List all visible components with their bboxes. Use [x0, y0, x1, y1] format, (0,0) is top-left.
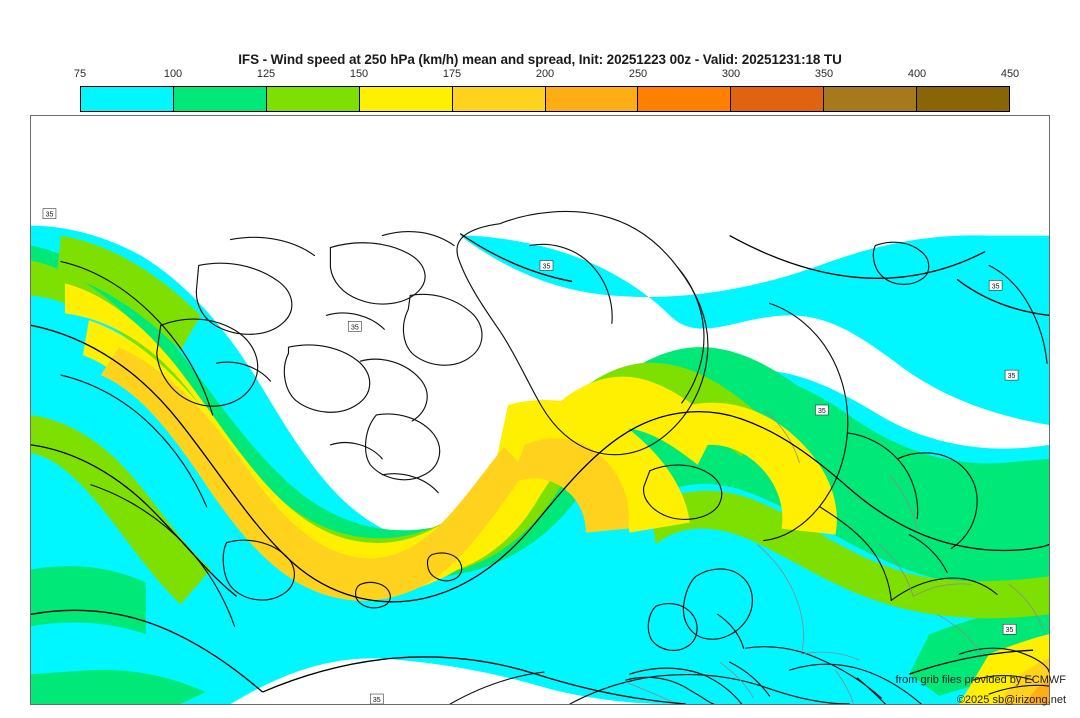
wind-speed-field: 35 35 35 35: [31, 116, 1049, 704]
colorbar-swatch-75-100: [81, 87, 174, 111]
attribution-source: from grib files provided by ECMWF: [895, 674, 1066, 686]
svg-text:35: 35: [1006, 627, 1014, 634]
colorbar-swatch-350-400: [824, 87, 918, 111]
colorbar-swatch-175-200: [452, 87, 546, 111]
national-borders: [625, 410, 1044, 704]
colorbar-tick-400: 400: [907, 68, 927, 80]
page-title: IFS - Wind speed at 250 hPa (km/h) mean …: [238, 52, 842, 67]
svg-text:35: 35: [373, 697, 381, 704]
colorbar-tick-200: 200: [535, 68, 555, 80]
colorbar-tick-labels: 75 100 125 150 175 200 250 300 350 400 450: [74, 68, 1019, 84]
colorbar-tick-250: 250: [628, 68, 648, 80]
svg-text:35: 35: [543, 263, 551, 270]
svg-text:35: 35: [992, 283, 1000, 290]
colorbar-tick-300: 300: [721, 68, 741, 80]
svg-text:35: 35: [818, 408, 826, 415]
colorbar-swatch-125-150: [266, 87, 360, 111]
colorbar: [80, 86, 1010, 112]
contour-value-labels: 35 35 35 35: [42, 208, 1019, 704]
colorbar-swatch-100-125: [173, 87, 267, 111]
contour-label: 35: [988, 280, 1003, 291]
colorbar-swatches: [80, 86, 1010, 112]
contour-label: 35: [1004, 369, 1019, 381]
contour-label: 35: [348, 321, 362, 332]
band-75-100: [31, 225, 1049, 704]
colorbar-tick-450: 450: [1000, 68, 1020, 80]
colorbar-tick-350: 350: [814, 68, 834, 80]
colorbar-tick-175: 175: [442, 68, 462, 80]
svg-text:35: 35: [351, 324, 359, 331]
colorbar-swatch-300-350: [731, 87, 825, 111]
map-canvas[interactable]: 35 35 35 35: [30, 115, 1050, 705]
contour-label: 35: [815, 404, 829, 416]
spread-contours: [31, 233, 1049, 704]
attribution-copyright: ©2025 sb@irizong.net: [956, 694, 1066, 706]
colorbar-tick-125: 125: [256, 68, 276, 80]
svg-text:35: 35: [46, 212, 54, 219]
contour-label: 35: [539, 260, 554, 271]
colorbar-tick-100: 100: [163, 68, 183, 80]
colorbar-swatch-150-175: [359, 87, 453, 111]
colorbar-swatch-250-300: [638, 87, 732, 111]
colorbar-tick-75: 75: [73, 68, 87, 80]
contour-label: 35: [370, 693, 384, 704]
svg-text:35: 35: [1008, 373, 1016, 380]
contour-label: 35: [1002, 624, 1017, 635]
colorbar-swatch-200-250: [545, 87, 639, 111]
band-200-250: [1023, 680, 1049, 704]
colorbar-swatch-400-450: [917, 87, 1010, 111]
contour-label: 35: [42, 208, 57, 219]
colorbar-tick-150: 150: [349, 68, 369, 80]
